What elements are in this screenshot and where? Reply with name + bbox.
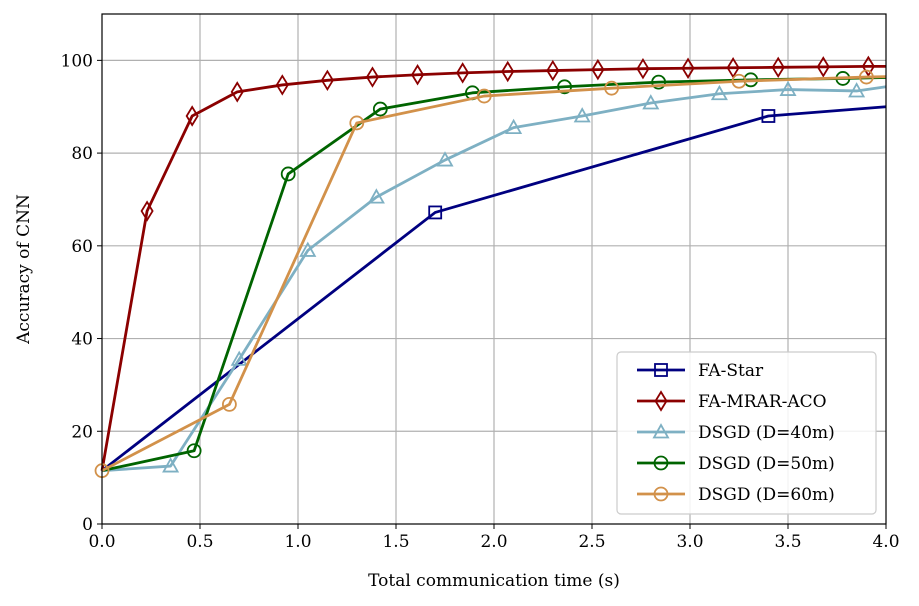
data-point-dsgd-d-40m <box>848 82 866 98</box>
data-point-fa-mrar-aco <box>230 81 244 103</box>
legend-item-fa-mrar-aco: FA-MRAR-ACO <box>637 390 827 412</box>
data-point-dsgd-d-40m <box>299 241 317 257</box>
series-dsgd-d-40m <box>101 80 887 473</box>
y-tick-label: 20 <box>71 422 93 442</box>
legend-marker <box>653 486 669 502</box>
data-point-dsgd-d-50m <box>651 74 667 90</box>
y-tick-label: 60 <box>71 237 93 257</box>
y-tick-label: 100 <box>61 51 93 71</box>
series-fa-star <box>101 105 887 472</box>
x-tick-label: 4.0 <box>872 532 899 552</box>
series-line-fa-mrar-aco <box>100 64 886 471</box>
data-point-fa-mrar-aco <box>275 74 289 96</box>
data-point-dsgd-d-60m <box>859 69 874 85</box>
data-point-dsgd-d-40m <box>642 94 660 110</box>
y-tick-label: 0 <box>82 515 93 535</box>
series-layer <box>94 55 887 479</box>
data-point-dsgd-d-50m <box>557 79 572 95</box>
data-point-dsgd-d-60m <box>349 115 365 131</box>
data-point-fa-mrar-aco <box>365 66 380 88</box>
series-line-dsgd-d-60m <box>101 75 887 472</box>
data-point-dsgd-d-50m <box>280 166 296 182</box>
series-dsgd-d-60m <box>94 69 887 479</box>
legend-label: FA-Star <box>698 361 764 381</box>
x-tick-label: 3.0 <box>676 532 703 552</box>
data-point-fa-mrar-aco <box>185 105 199 127</box>
data-point-dsgd-d-40m <box>710 84 728 101</box>
data-point-fa-mrar-aco <box>771 56 785 79</box>
legend-item-dsgd-d-40m: DSGD (D=40m) <box>637 423 835 443</box>
data-point-dsgd-d-40m <box>162 457 180 473</box>
legend-marker <box>652 423 670 439</box>
x-tick-label: 2.0 <box>480 532 507 552</box>
data-point-fa-mrar-aco <box>681 57 695 79</box>
legend: FA-Star FA-MRAR-ACO DSGD (D=40m) DSGD (D=50… <box>616 351 877 515</box>
x-tick-label: 0.0 <box>88 532 115 552</box>
data-point-fa-mrar-aco <box>411 64 425 86</box>
x-tick-label: 1.0 <box>284 532 311 552</box>
data-point-dsgd-d-40m <box>505 118 523 134</box>
data-point-fa-mrar-aco <box>320 69 334 92</box>
data-point-fa-mrar-aco <box>456 62 470 84</box>
data-point-dsgd-d-40m <box>573 107 591 123</box>
data-point-fa-star <box>761 109 776 123</box>
data-point-fa-star <box>428 205 443 220</box>
legend-label: DSGD (D=50m) <box>698 454 835 474</box>
x-tick-label: 2.5 <box>578 532 605 552</box>
x-axis-label: Total communication time (s) <box>368 571 620 591</box>
legend-label: DSGD (D=40m) <box>698 423 835 443</box>
series-line-fa-star <box>101 105 887 472</box>
data-point-fa-mrar-aco <box>501 60 515 83</box>
x-tick-label: 3.5 <box>774 532 801 552</box>
data-point-dsgd-d-40m <box>367 188 385 204</box>
data-point-fa-mrar-aco <box>636 57 650 80</box>
data-point-dsgd-d-40m <box>230 350 248 366</box>
legend-marker <box>653 455 669 471</box>
data-point-fa-mrar-aco <box>591 58 605 81</box>
data-point-fa-mrar-aco <box>816 56 830 78</box>
axis-ticks: 0.0 0.5 1.0 1.5 2.0 2.5 3.0 3.5 4.0 0 20 40 60 80 100 <box>61 51 900 552</box>
data-point-dsgd-d-40m <box>436 151 454 167</box>
data-point-dsgd-d-50m <box>372 101 388 117</box>
data-point-dsgd-d-60m <box>221 396 237 412</box>
legend-marker <box>654 363 668 377</box>
data-point-dsgd-d-60m <box>731 73 747 89</box>
series-line-dsgd-d-40m <box>101 85 887 473</box>
legend-item-fa-star: FA-Star <box>637 361 764 381</box>
legend-item-dsgd-d-60m: DSGD (D=60m) <box>637 485 835 505</box>
data-point-dsgd-d-40m <box>779 80 797 96</box>
legend-box <box>616 351 877 515</box>
data-point-dsgd-d-50m <box>186 443 202 459</box>
series-fa-mrar-aco <box>100 55 886 471</box>
data-point-fa-mrar-aco <box>861 55 875 78</box>
y-axis-label: Accuracy of CNN <box>14 194 34 345</box>
data-point-fa-mrar-aco <box>140 200 154 222</box>
legend-label: DSGD (D=60m) <box>698 485 835 505</box>
y-tick-label: 80 <box>71 144 93 164</box>
x-tick-label: 0.5 <box>186 532 213 552</box>
legend-label: FA-MRAR-ACO <box>698 392 827 412</box>
data-point-dsgd-d-60m <box>476 88 492 104</box>
data-point-dsgd-d-60m <box>604 80 619 96</box>
x-tick-label: 1.5 <box>382 532 409 552</box>
data-point-fa-mrar-aco <box>546 59 560 82</box>
y-tick-label: 40 <box>71 330 93 350</box>
legend-item-dsgd-d-50m: DSGD (D=50m) <box>637 454 835 474</box>
legend-marker <box>654 390 668 412</box>
